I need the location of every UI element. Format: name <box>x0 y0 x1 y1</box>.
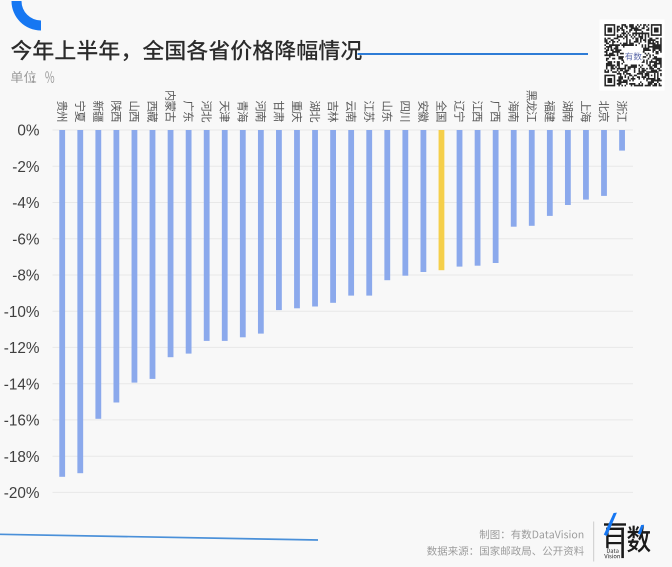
svg-text:-10%: -10% <box>4 304 40 321</box>
svg-text:-2%: -2% <box>12 159 40 176</box>
svg-text:-20%: -20% <box>4 485 40 502</box>
svg-text:-12%: -12% <box>4 340 40 357</box>
svg-text:-14%: -14% <box>4 376 40 393</box>
svg-text:-6%: -6% <box>12 231 40 248</box>
svg-text:-18%: -18% <box>4 449 40 466</box>
svg-text:-8%: -8% <box>12 268 40 285</box>
svg-text:-4%: -4% <box>12 195 40 212</box>
svg-text:0%: 0% <box>17 123 40 140</box>
svg-text:-16%: -16% <box>4 413 40 430</box>
